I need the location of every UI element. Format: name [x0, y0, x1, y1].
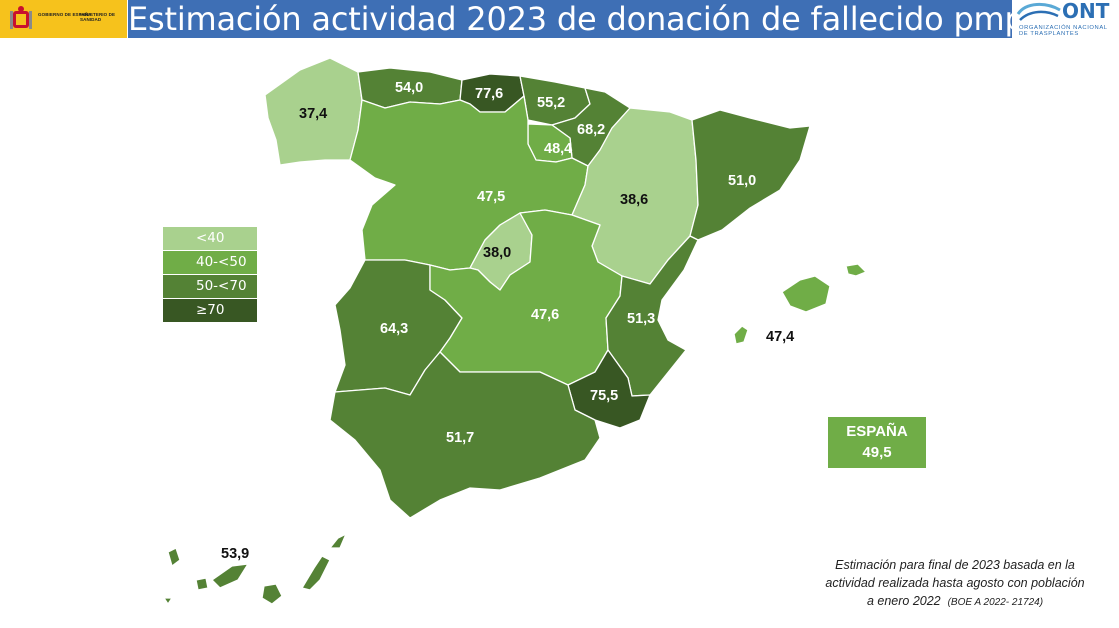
region-andalucia — [329, 351, 601, 519]
region-baleares-menorca — [845, 263, 867, 277]
legend-item-ge70: ≥70 — [163, 299, 257, 322]
region-baleares — [781, 275, 831, 313]
value-murcia: 75,5 — [590, 388, 618, 404]
region-baleares-ibiza — [733, 325, 749, 345]
value-madrid: 38,0 — [483, 245, 511, 261]
region-canarias-grancanaria — [261, 583, 283, 605]
value-aragon: 38,6 — [620, 192, 648, 208]
legend-item-40-50: 40-<50 — [163, 251, 257, 274]
ont-subtitle-1: ORGANIZACIÓN NACIONAL — [1019, 25, 1108, 31]
region-murcia — [567, 349, 651, 429]
value-extremadura: 64,3 — [380, 321, 408, 337]
region-cataluna — [689, 109, 811, 241]
footnote-line-2: actividad realizada hasta agosto con pob… — [825, 576, 1085, 590]
value-la-rioja: 48,4 — [544, 141, 572, 157]
footnote-line-3-text: a enero 2022 — [866, 594, 941, 608]
government-logo: GOBIERNO DE ESPAÑA MINISTERIO DE SANIDAD — [0, 0, 127, 38]
national-value: 49,5 — [862, 444, 892, 461]
footnote: Estimación para final de 2023 basada en … — [790, 556, 1119, 612]
value-cataluna: 51,0 — [728, 173, 756, 189]
ont-logo: ONT ORGANIZACIÓN NACIONAL DE TRASPLANTES — [1014, 0, 1119, 40]
footnote-source: (BOE A 2022- 21724) — [947, 597, 1044, 608]
title-bar: Estimación actividad 2023 de donación de… — [128, 0, 1025, 38]
page-title: Estimación actividad 2023 de donación de… — [128, 0, 1025, 38]
legend-item-lt40: <40 — [163, 227, 257, 250]
ont-logo-text: ONT — [1062, 0, 1110, 23]
value-canarias: 53,9 — [221, 546, 249, 562]
map-legend: <40 40-<50 50-<70 ≥70 — [163, 227, 257, 323]
value-galicia: 37,4 — [299, 106, 327, 122]
gov-logo-text: GOBIERNO DE ESPAÑA — [38, 12, 92, 17]
value-pais-vasco: 55,2 — [537, 95, 565, 111]
value-cantabria: 77,6 — [475, 86, 503, 102]
coat-of-arms-icon — [10, 6, 32, 29]
ministry-text: MINISTERIO DE SANIDAD — [80, 12, 116, 22]
region-canarias-hierro — [163, 597, 173, 605]
footnote-line-1: Estimación para final de 2023 basada en … — [835, 558, 1075, 572]
footnote-line-3: a enero 2022 (BOE A 2022- 21724) — [790, 592, 1119, 612]
ont-swirl-icon — [1016, 3, 1061, 21]
national-total-box: ESPAÑA 49,5 — [828, 417, 926, 468]
value-baleares: 47,4 — [766, 329, 794, 345]
value-valenciana: 51,3 — [627, 311, 655, 327]
value-castilla-la-mancha: 47,6 — [531, 307, 559, 323]
national-label: ESPAÑA — [846, 423, 908, 440]
value-navarra: 68,2 — [577, 122, 605, 138]
region-canarias-lapalma — [167, 547, 181, 567]
region-canarias-fuerteventura — [301, 555, 331, 591]
value-andalucia: 51,7 — [446, 430, 474, 446]
value-castilla-leon: 47,5 — [477, 189, 505, 205]
region-canarias-tenerife — [211, 563, 249, 589]
ont-subtitle-2: DE TRASPLANTES — [1019, 31, 1079, 37]
value-asturias: 54,0 — [395, 80, 423, 96]
region-canarias-gomera — [195, 577, 209, 591]
legend-item-50-70: 50-<70 — [163, 275, 257, 298]
region-canarias-lanzarote — [329, 533, 347, 549]
region-castilla-la-mancha — [429, 209, 623, 386]
